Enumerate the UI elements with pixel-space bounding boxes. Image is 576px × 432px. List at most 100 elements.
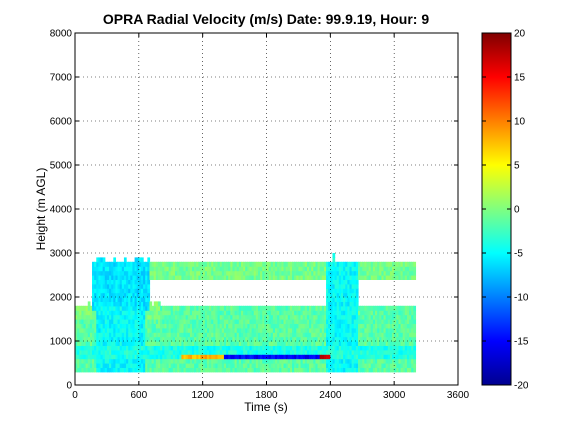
heatmap-cell xyxy=(372,336,376,342)
heatmap-cell xyxy=(140,327,144,333)
heatmap-cell xyxy=(128,327,131,333)
heatmap-cell xyxy=(115,349,119,355)
heatmap-cell xyxy=(264,332,268,338)
heatmap-cell xyxy=(264,261,268,267)
heatmap-cell xyxy=(143,345,146,351)
heatmap-cell xyxy=(77,327,80,333)
heatmap-cell xyxy=(343,336,346,342)
heatmap-cell xyxy=(406,341,410,346)
heatmap-cell xyxy=(240,349,244,355)
heatmap-cell xyxy=(319,358,323,364)
heatmap-cell xyxy=(338,358,342,364)
heatmap-cell xyxy=(366,349,370,355)
heatmap-cell xyxy=(98,266,102,272)
heatmap-cell xyxy=(155,332,159,338)
heatmap-cell xyxy=(264,305,268,311)
heatmap-cell xyxy=(219,270,223,276)
heatmap-cell xyxy=(377,314,380,320)
heatmap-cell xyxy=(96,257,100,263)
heatmap-cell xyxy=(409,275,412,280)
heatmap-cell xyxy=(136,257,140,263)
heatmap-cell xyxy=(281,358,285,364)
heatmap-cell xyxy=(89,354,93,360)
heatmap-cell xyxy=(396,358,400,364)
heatmap-cell xyxy=(321,275,325,280)
heatmap-cell xyxy=(223,332,227,338)
heatmap-cell xyxy=(162,336,165,342)
heatmap-cell xyxy=(81,363,85,368)
heatmap-cell xyxy=(185,275,189,280)
heatmap-cell xyxy=(172,341,176,346)
heatmap-cell xyxy=(123,297,127,302)
heatmap-cell xyxy=(200,349,204,355)
heatmap-cell xyxy=(404,367,408,373)
heatmap-cell xyxy=(206,332,210,338)
heatmap-cell xyxy=(330,367,334,373)
heatmap-cell xyxy=(162,323,165,329)
heatmap-cell xyxy=(387,266,391,272)
heatmap-cell xyxy=(168,319,172,324)
heatmap-cell xyxy=(404,319,408,324)
heatmap-cell xyxy=(332,354,336,360)
heatmap-cell xyxy=(79,354,82,360)
heatmap-cell xyxy=(111,336,114,342)
heatmap-cell xyxy=(113,292,117,298)
heatmap-cell xyxy=(94,292,97,298)
heatmap-cell xyxy=(121,283,125,289)
heatmap-cell xyxy=(406,354,410,360)
heatmap-cell xyxy=(349,336,353,342)
heatmap-cell xyxy=(349,288,353,294)
heatmap-cell xyxy=(136,314,140,320)
heatmap-cell xyxy=(389,341,393,346)
heatmap-cell xyxy=(115,292,119,298)
heatmap-cell xyxy=(351,323,355,329)
heatmap-cell xyxy=(209,349,212,355)
heatmap-cell xyxy=(313,275,317,280)
heatmap-cell xyxy=(94,367,97,373)
heatmap-cell xyxy=(379,323,382,329)
heatmap-cell xyxy=(379,332,382,338)
heatmap-cell xyxy=(360,266,363,272)
y-tick-label: 0 xyxy=(66,381,72,392)
heatmap-cell xyxy=(285,367,289,373)
heatmap-cell xyxy=(240,323,244,329)
heatmap-cell xyxy=(106,363,110,368)
heatmap-cell xyxy=(177,266,180,272)
heatmap-cell xyxy=(357,327,361,333)
heatmap-cell xyxy=(140,363,144,368)
heatmap-cell xyxy=(287,367,291,373)
heatmap-cell xyxy=(143,314,146,320)
heatmap-cell xyxy=(155,363,159,368)
heatmap-cell xyxy=(257,336,261,342)
heatmap-cell xyxy=(387,270,391,276)
heatmap-cell xyxy=(253,327,257,333)
heatmap-cell xyxy=(413,332,417,338)
heatmap-cell xyxy=(183,310,187,316)
heatmap-cell xyxy=(117,332,121,338)
heatmap-cell xyxy=(313,314,317,320)
heatmap-cell xyxy=(281,367,285,373)
heatmap-cell xyxy=(245,345,248,351)
heatmap-cell xyxy=(270,310,274,316)
heatmap-cell xyxy=(381,310,385,316)
heatmap-cell xyxy=(332,319,336,324)
heatmap-cell xyxy=(177,275,180,280)
heatmap-cell xyxy=(317,367,321,373)
heatmap-cell xyxy=(77,363,80,368)
heatmap-cell xyxy=(106,275,110,280)
heatmap-cell xyxy=(362,327,365,333)
heatmap-cell xyxy=(406,319,410,324)
heatmap-cell xyxy=(357,319,361,324)
heatmap-cell xyxy=(217,349,221,355)
heatmap-cell xyxy=(138,283,142,289)
heatmap-cell xyxy=(234,367,238,373)
heatmap-cell xyxy=(194,349,197,355)
heatmap-cell xyxy=(98,314,102,320)
heatmap-cell xyxy=(83,363,87,368)
heatmap-cell xyxy=(172,336,176,342)
heatmap-cell xyxy=(323,305,327,311)
heatmap-cell xyxy=(221,327,225,333)
heatmap-cell xyxy=(128,319,131,324)
heatmap-cell xyxy=(113,297,117,302)
heatmap-cell xyxy=(370,358,374,364)
